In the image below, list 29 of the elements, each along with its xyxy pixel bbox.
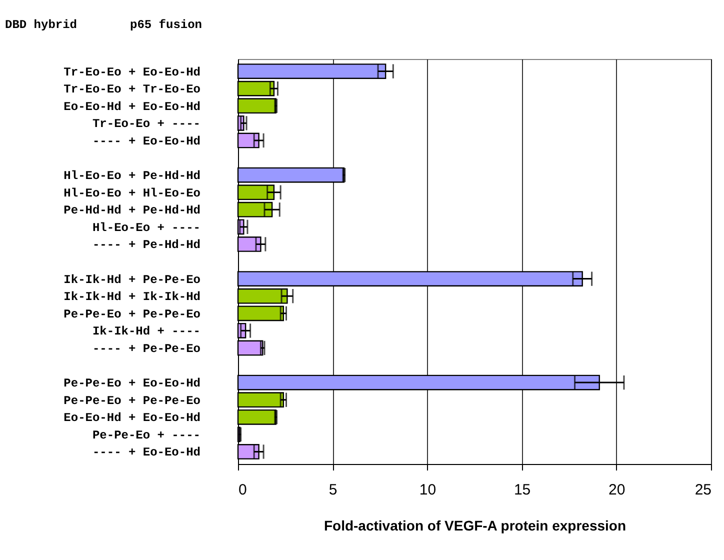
x-tick-label: 20 [608, 482, 626, 498]
y-tick-label: Pe-Pe-Eo + ---- [92, 428, 200, 442]
x-tick-label: 5 [328, 482, 338, 498]
y-tick-label: ---- + Pe-Pe-Eo [92, 342, 200, 356]
y-tick-label: ---- + Pe-Hd-Hd [92, 238, 200, 252]
y-tick-label: Ik-Ik-Hd + Ik-Ik-Hd [64, 290, 200, 304]
y-tick-label: Hl-Eo-Eo + Pe-Hd-Hd [64, 169, 200, 184]
x-tick-label: 25 [694, 482, 712, 498]
y-tick-label: Tr-Eo-Eo + Eo-Eo-Hd [64, 65, 200, 80]
y-tick-label: ---- + Eo-Eo-Hd [92, 134, 200, 148]
y-tick-label: Hl-Eo-Eo + ---- [92, 220, 200, 235]
y-tick-label: Ik-Ik-Hd + ---- [92, 324, 200, 339]
text: DBD hybrid [5, 18, 78, 32]
y-tick-label: Eo-Eo-Hd + Eo-Eo-Hd [64, 100, 200, 114]
y-tick-label: Pe-Hd-Hd + Pe-Hd-Hd [64, 204, 200, 218]
x-tick-label: 10 [419, 482, 436, 498]
y-tick-label: Pe-Pe-Eo + Pe-Pe-Eo [64, 394, 200, 408]
y-tick-label: ---- + Eo-Eo-Hd [92, 446, 200, 460]
x-tick-label: 15 [514, 482, 531, 498]
y-tick-label: Ik-Ik-Hd + Pe-Pe-Eo [64, 272, 200, 287]
y-tick-label: Tr-Eo-Eo + ---- [92, 117, 200, 132]
y-tick-label: Eo-Eo-Hd + Eo-Eo-Hd [64, 411, 200, 426]
x-tick-label: 0 [238, 482, 247, 498]
text: p65 fusion [130, 18, 202, 32]
y-tick-label: Tr-Eo-Eo + Tr-Eo-Eo [64, 82, 200, 97]
y-tick-label: Pe-Pe-Eo + Eo-Eo-Hd [64, 376, 200, 391]
y-tick-label: Hl-Eo-Eo + Hl-Eo-Eo [64, 186, 200, 200]
x-axis-title: Fold-activation of VEGF-A protein expression [324, 518, 626, 534]
y-tick-label: Pe-Pe-Eo + Pe-Pe-Eo [64, 307, 200, 322]
